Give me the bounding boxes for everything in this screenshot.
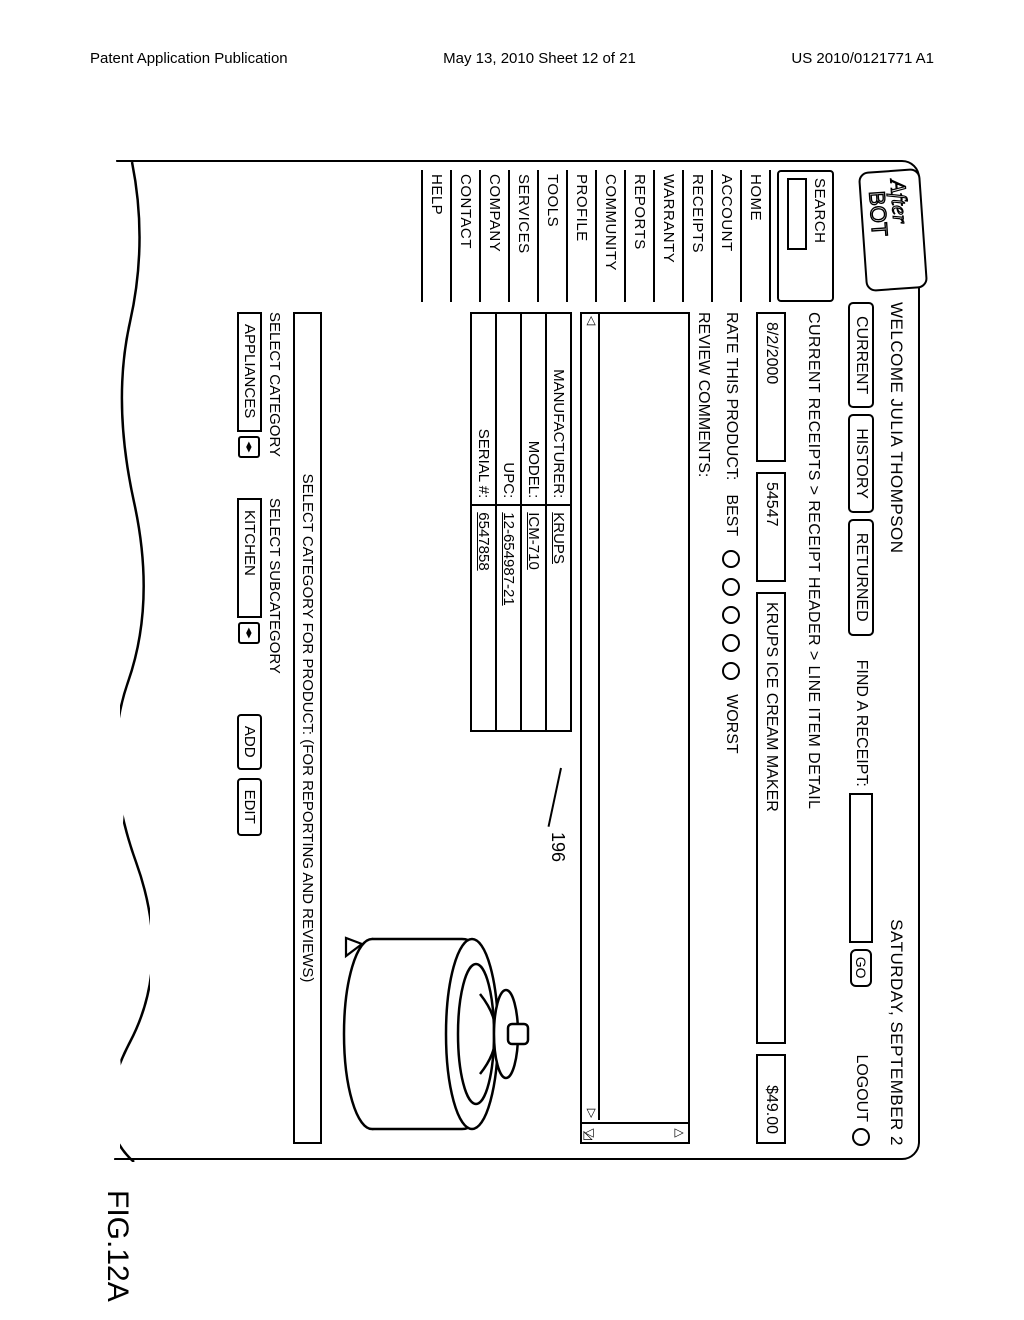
find-receipt-input[interactable]	[849, 793, 873, 943]
pub-right: US 2010/0121771 A1	[791, 50, 934, 67]
resize-grip-icon[interactable]: ◿	[582, 1131, 596, 1140]
category-row: SELECT CATEGORY APPLIANCES ◂▸ SELECT SUB…	[237, 312, 283, 1144]
subcategory-col: SELECT SUBCATEGORY KITCHEN ◂▸	[237, 498, 283, 674]
sidebar-item-contact[interactable]: CONTACT	[452, 170, 481, 302]
figure-container: After BOT WELCOME JULIA THOMPSON SATURDA…	[0, 160, 920, 980]
sidebar-item-account[interactable]: ACCOUNT	[713, 170, 742, 302]
tabs-row: CURRENT HISTORY RETURNED FIND A RECEIPT:…	[848, 302, 874, 1146]
logout-label[interactable]: LOGOUT	[852, 1054, 870, 1122]
app-logo: After BOT	[858, 168, 928, 292]
rating-circles	[722, 550, 740, 680]
detail-value: ICM-710	[521, 505, 546, 731]
edit-button[interactable]: EDIT	[237, 778, 262, 836]
rating-row: RATE THIS PRODUCT: BEST WORST	[722, 312, 740, 1144]
logout-area: LOGOUT	[852, 1054, 870, 1146]
review-textarea[interactable]: ◁ ▷ △ ▽ ◿	[580, 312, 690, 1144]
subcategory-select[interactable]: KITCHEN	[237, 498, 262, 618]
pub-left: Patent Application Publication	[90, 50, 288, 67]
details-table: MANUFACTURER:KRUPSMODEL:ICM-710UPC:12-65…	[470, 312, 572, 732]
detail-value: KRUPS	[546, 505, 571, 731]
detail-value: 12-654987-21	[496, 505, 521, 731]
category-dropdown-icon[interactable]: ◂▸	[239, 436, 261, 458]
sidebar-item-reports[interactable]: REPORTS	[626, 170, 655, 302]
sidebar-item-home[interactable]: HOME	[742, 170, 771, 302]
logo-svg: After BOT	[864, 174, 921, 285]
callout-number: 196	[548, 832, 568, 862]
detail-key: MODEL:	[521, 313, 546, 505]
category-select[interactable]: APPLIANCES	[237, 312, 262, 432]
receipt-sku: 54547	[756, 472, 786, 582]
product-image-area: 196	[332, 748, 572, 1144]
sidebar-search: SEARCH	[777, 170, 834, 302]
receipt-name: KRUPS ICE CREAM MAKER	[756, 592, 786, 1044]
scroll-left-icon[interactable]: ◁	[582, 316, 598, 325]
scrollbar-horizontal[interactable]: ◁ ▷	[582, 314, 600, 1120]
sidebar-search-input[interactable]	[787, 178, 807, 250]
category-header: SELECT CATEGORY FOR PRODUCT: (FOR REPORT…	[293, 312, 322, 1144]
subcategory-label: SELECT SUBCATEGORY	[266, 498, 283, 674]
callout-196: 196	[547, 768, 568, 862]
app-window: After BOT WELCOME JULIA THOMPSON SATURDA…	[100, 160, 920, 1160]
detail-key: MANUFACTURER:	[546, 313, 571, 505]
detail-key: UPC:	[496, 313, 521, 505]
detail-key: SERIAL #:	[471, 313, 496, 505]
rating-best: BEST	[722, 494, 740, 536]
category-col: SELECT CATEGORY APPLIANCES ◂▸	[237, 312, 283, 458]
welcome-text: WELCOME JULIA THOMPSON	[886, 302, 906, 554]
rating-circle[interactable]	[722, 578, 740, 596]
pub-center: May 13, 2010 Sheet 12 of 21	[443, 50, 636, 67]
go-button[interactable]: GO	[850, 949, 872, 987]
sidebar-item-services[interactable]: SERVICES	[510, 170, 539, 302]
rating-circle[interactable]	[722, 550, 740, 568]
svg-text:BOT: BOT	[864, 190, 892, 237]
ice-cream-maker-icon	[332, 884, 572, 1144]
receipt-date: 8/2/2000	[756, 312, 786, 462]
category-label: SELECT CATEGORY	[266, 312, 283, 458]
topbar: WELCOME JULIA THOMPSON SATURDAY, SEPTEMB…	[886, 302, 906, 1146]
add-button[interactable]: ADD	[237, 714, 262, 770]
detail-value: 6547858	[471, 505, 496, 731]
date-text: SATURDAY, SEPTEMBER 2	[886, 919, 906, 1146]
tab-current[interactable]: CURRENT	[848, 302, 874, 408]
sidebar-item-help[interactable]: HELP	[421, 170, 452, 302]
scroll-right-icon[interactable]: ▷	[582, 1109, 598, 1118]
find-receipt-label: FIND A RECEIPT:	[852, 660, 870, 787]
rating-circle[interactable]	[722, 634, 740, 652]
torn-edge-icon	[120, 162, 150, 1162]
receipt-price: $49.00	[756, 1054, 786, 1144]
rating-circle[interactable]	[722, 662, 740, 680]
rating-label: RATE THIS PRODUCT:	[722, 312, 740, 480]
tab-history[interactable]: HISTORY	[848, 414, 874, 513]
category-buttons: ADD EDIT	[237, 714, 283, 836]
sidebar-item-warranty[interactable]: WARRANTY	[655, 170, 684, 302]
sidebar-item-receipts[interactable]: RECEIPTS	[684, 170, 713, 302]
detail-and-image: MANUFACTURER:KRUPSMODEL:ICM-710UPC:12-65…	[332, 312, 572, 1144]
publication-header: Patent Application Publication May 13, 2…	[0, 0, 1024, 77]
figure-label: FIG.12A	[100, 1190, 134, 1302]
review-label: REVIEW COMMENTS:	[694, 312, 712, 1144]
sidebar-search-label: SEARCH	[811, 178, 828, 294]
rating-worst: WORST	[722, 694, 740, 754]
sidebar-item-company[interactable]: COMPANY	[481, 170, 510, 302]
breadcrumb: CURRENT RECEIPTS > RECEIPT HEADER > LINE…	[804, 312, 822, 1144]
tab-returned[interactable]: RETURNED	[848, 519, 874, 636]
main-content: CURRENT RECEIPTS > RECEIPT HEADER > LINE…	[112, 312, 822, 1144]
subcategory-dropdown-icon[interactable]: ◂▸	[239, 622, 261, 644]
sidebar-item-community[interactable]: COMMUNITY	[597, 170, 626, 302]
sidebar: SEARCH HOMEACCOUNTRECEIPTSWARRANTYREPORT…	[421, 170, 834, 302]
scrollbar-vertical[interactable]: △ ▽	[582, 1122, 688, 1142]
sidebar-item-profile[interactable]: PROFILE	[568, 170, 597, 302]
logout-icon[interactable]	[852, 1128, 870, 1146]
sidebar-item-tools[interactable]: TOOLS	[539, 170, 568, 302]
receipt-line: 8/2/2000 54547 KRUPS ICE CREAM MAKER $49…	[756, 312, 786, 1144]
scroll-up-icon[interactable]: △	[674, 1128, 686, 1137]
rating-circle[interactable]	[722, 606, 740, 624]
product-details: MANUFACTURER:KRUPSMODEL:ICM-710UPC:12-65…	[332, 312, 572, 732]
